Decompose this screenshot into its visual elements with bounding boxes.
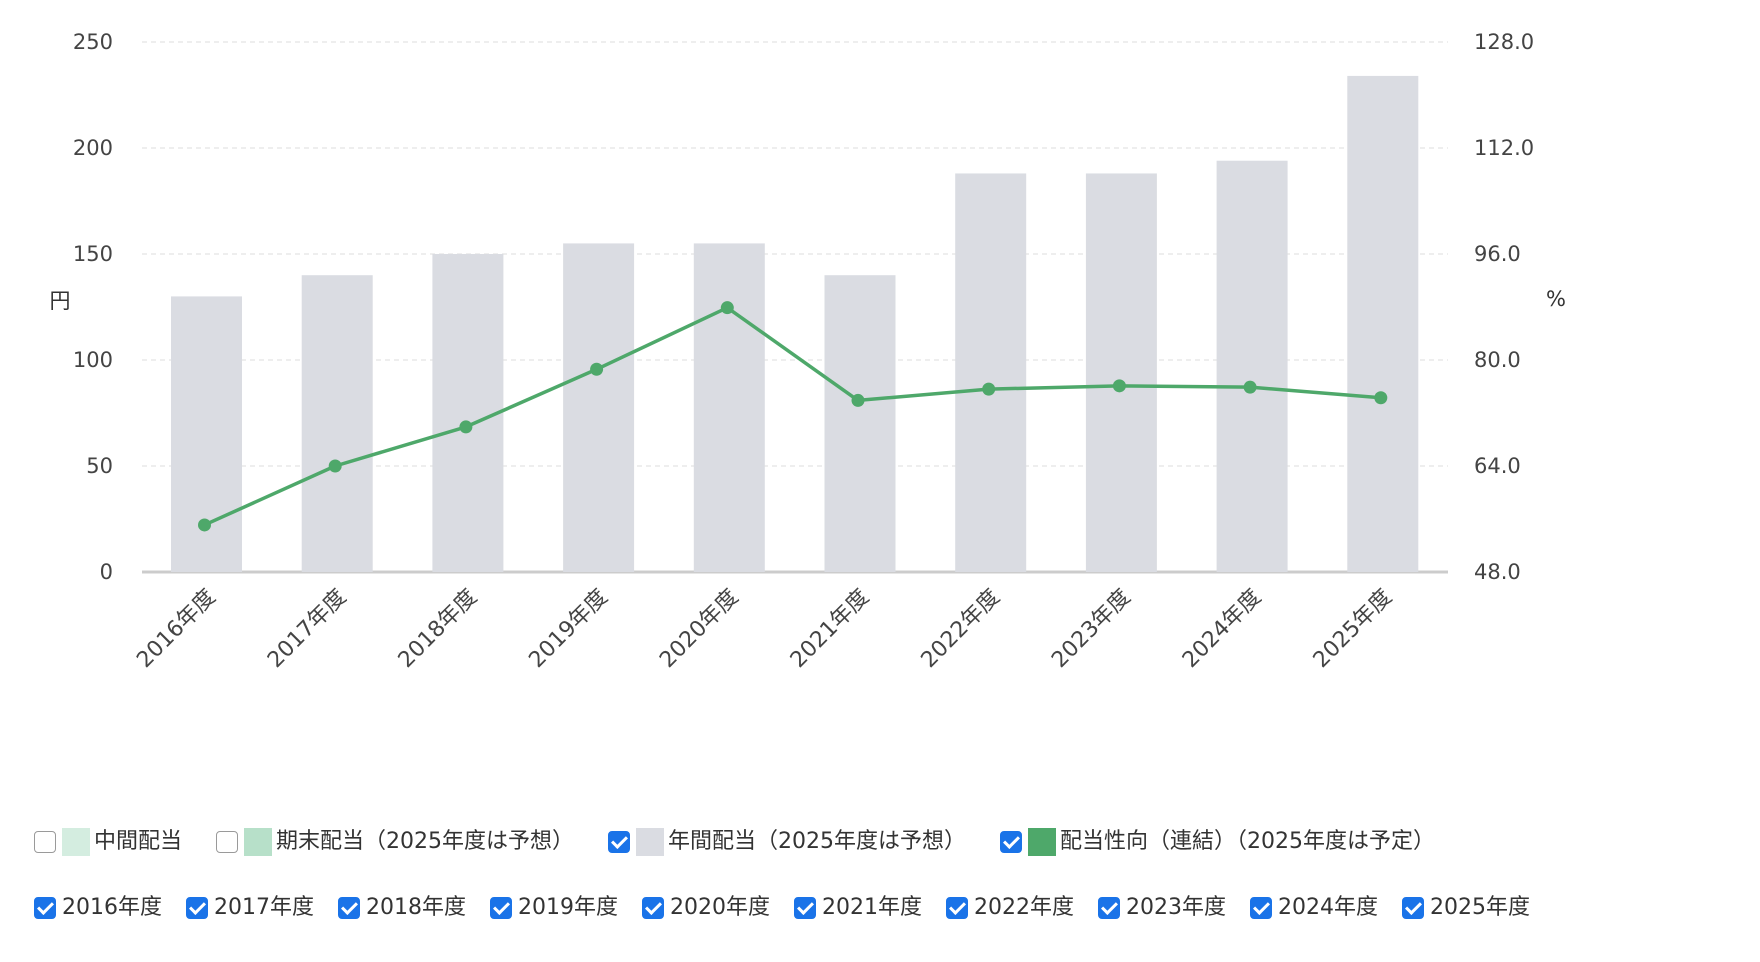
checkbox[interactable]: [608, 831, 631, 853]
year-label: 2024年度: [1278, 895, 1378, 920]
checkbox[interactable]: [338, 897, 360, 919]
year-toggle-2025[interactable]: 2025年度: [1402, 894, 1530, 922]
year-label: 2020年度: [670, 895, 770, 920]
legend-item-year-end[interactable]: 期末配当（2025年度は予想）: [216, 828, 574, 856]
line-point: [328, 459, 342, 473]
category-label: 2024年度: [1178, 585, 1266, 673]
line-point: [459, 420, 473, 434]
left-tick-label: 0: [100, 560, 113, 584]
bar: [693, 243, 765, 572]
category-label: 2022年度: [917, 585, 1005, 673]
legend-label: 配当性向（連結）（2025年度は予定）: [1060, 829, 1436, 854]
category-label: 2016年度: [132, 585, 220, 673]
year-toggle-2016[interactable]: 2016年度: [34, 894, 162, 922]
checkbox[interactable]: [1098, 897, 1120, 919]
right-tick-label: 80.0: [1474, 348, 1521, 372]
checkbox[interactable]: [1250, 897, 1272, 919]
bar: [432, 254, 504, 572]
right-tick-label: 48.0: [1474, 560, 1521, 584]
year-toggle-2020[interactable]: 2020年度: [642, 894, 770, 922]
year-label: 2017年度: [214, 895, 314, 920]
bar: [563, 243, 635, 572]
year-toggle-2022[interactable]: 2022年度: [946, 894, 1074, 922]
year-toggle-2019[interactable]: 2019年度: [490, 894, 618, 922]
line-point: [1112, 379, 1126, 393]
swatch: [244, 828, 273, 856]
legend-item-payout-ratio[interactable]: 配当性向（連結）（2025年度は予定）: [1000, 828, 1435, 856]
line-point: [198, 518, 211, 532]
checkbox[interactable]: [34, 897, 56, 919]
year-toggle-2018[interactable]: 2018年度: [338, 894, 466, 922]
year-label: 2023年度: [1126, 895, 1226, 920]
swatch: [636, 828, 665, 856]
year-label: 2016年度: [62, 895, 162, 920]
checkbox[interactable]: [34, 831, 56, 853]
year-label: 2021年度: [822, 895, 922, 920]
line-point: [1243, 380, 1257, 394]
x-axis: 2016年度 2017年度 2018年度 2019年度 2020年度 2021年度 2022…: [132, 585, 1397, 673]
legend-label: 年間配当（2025年度は予想）: [668, 829, 967, 854]
line-point: [851, 393, 865, 407]
bar-series: [171, 75, 1419, 573]
payout-ratio-line: [203, 305, 1381, 527]
right-tick-label: 64.0: [1474, 454, 1521, 478]
bar: [1347, 75, 1419, 573]
category-label: 2019年度: [524, 585, 612, 673]
year-toggle-2024[interactable]: 2024年度: [1250, 894, 1378, 922]
year-label: 2022年度: [974, 895, 1074, 920]
dividend-chart: 0 50 100 150 200 250 48.0 64.0 80.0 96.0 112.0 128…: [50, 30, 1566, 673]
bar: [301, 275, 373, 572]
year-toggle-2021[interactable]: 2021年度: [794, 894, 922, 922]
line-point: [982, 382, 996, 396]
swatch: [1028, 828, 1057, 856]
checkbox[interactable]: [186, 897, 208, 919]
legend-item-annual[interactable]: 年間配当（2025年度は予想）: [608, 828, 966, 856]
bar: [1085, 173, 1157, 572]
left-tick-label: 250: [73, 30, 113, 54]
right-axis: 48.0 64.0 80.0 96.0 112.0 128.0: [1474, 30, 1534, 584]
checkbox[interactable]: [216, 831, 239, 853]
category-label: 2021年度: [786, 585, 874, 673]
left-tick-label: 150: [73, 242, 113, 266]
legend-years: 2016年度 2017年度 2018年度 2019年度 2020年度 2021年…: [34, 894, 1554, 922]
line-series: [198, 301, 1388, 532]
legend-label: 期末配当（2025年度は予想）: [276, 829, 575, 854]
year-toggle-2017[interactable]: 2017年度: [186, 894, 314, 922]
right-tick-label: 128.0: [1474, 30, 1534, 54]
category-label: 2017年度: [263, 585, 351, 673]
checkbox[interactable]: [490, 897, 512, 919]
legend-item-interim[interactable]: 中間配当: [34, 828, 182, 856]
checkbox[interactable]: [946, 897, 968, 919]
line-point: [720, 301, 734, 315]
left-axis-unit: 円: [50, 289, 71, 313]
checkbox[interactable]: [1000, 831, 1023, 853]
year-label: 2018年度: [366, 895, 466, 920]
swatch: [62, 828, 90, 856]
line-point: [1374, 391, 1388, 405]
year-label: 2019年度: [518, 895, 618, 920]
right-axis-unit: %: [1546, 287, 1566, 311]
category-label: 2020年度: [655, 585, 743, 673]
category-label: 2023年度: [1047, 585, 1135, 673]
left-tick-label: 50: [86, 454, 113, 478]
bar: [1216, 160, 1288, 572]
category-label: 2018年度: [394, 585, 482, 673]
left-tick-label: 100: [73, 348, 113, 372]
legend-series: 中間配当 期末配当（2025年度は予想） 年間配当（2025年度は予想） 配当性…: [34, 828, 1469, 856]
right-tick-label: 112.0: [1474, 136, 1534, 160]
legend-label: 中間配当: [94, 829, 183, 854]
checkbox[interactable]: [794, 897, 816, 919]
checkbox[interactable]: [1402, 897, 1424, 919]
bar: [824, 275, 896, 572]
bar: [955, 173, 1027, 572]
category-label: 2025年度: [1309, 585, 1397, 673]
left-tick-label: 200: [73, 136, 113, 160]
checkbox[interactable]: [642, 897, 664, 919]
line-point: [590, 362, 604, 376]
left-axis: 0 50 100 150 200 250: [73, 30, 113, 584]
right-tick-label: 96.0: [1474, 242, 1521, 266]
year-label: 2025年度: [1430, 895, 1530, 920]
year-toggle-2023[interactable]: 2023年度: [1098, 894, 1226, 922]
